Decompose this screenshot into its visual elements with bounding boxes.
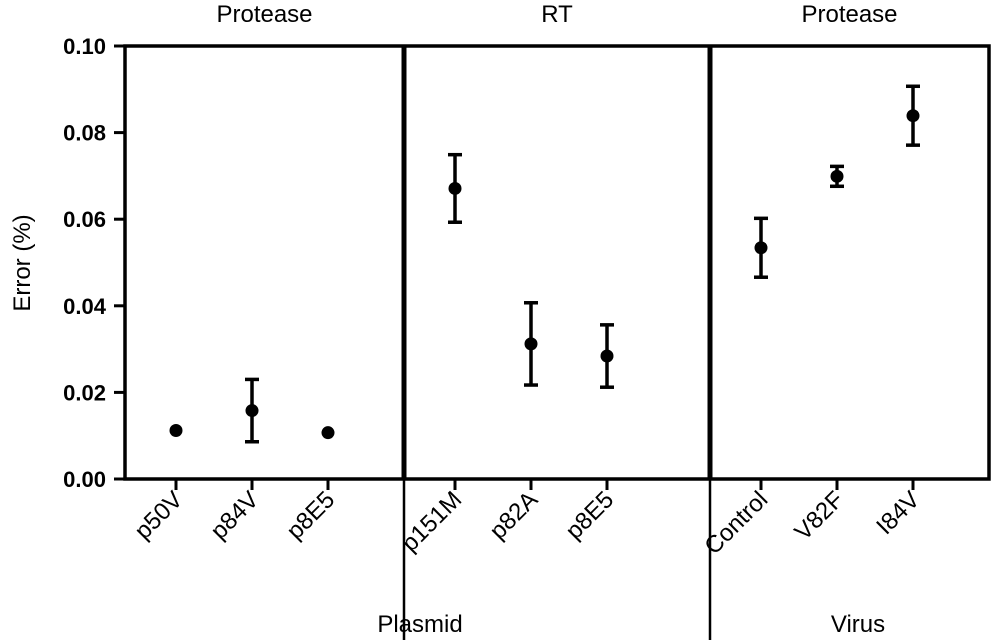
data-point-1-2 — [600, 349, 614, 363]
y-tick-label-0: 0.00 — [63, 467, 106, 492]
panel-title-1: RT — [541, 1, 573, 28]
group-label-plasmid: Plasmid — [377, 611, 462, 638]
panel-title-2: Protease — [801, 1, 897, 28]
category-label-2-2: I84V — [871, 486, 925, 540]
category-label-0-2: p8E5 — [282, 486, 341, 545]
y-tick-label-1: 0.02 — [63, 380, 106, 405]
data-point-0-2 — [321, 426, 335, 440]
panel-0: Protease p50V p84V p8E5 — [130, 1, 341, 545]
category-label-1-0: p151M — [396, 486, 467, 557]
group-label-virus: Virus — [831, 611, 885, 638]
y-tick-label-5: 0.10 — [63, 34, 106, 59]
category-label-1-2: p8E5 — [561, 486, 620, 545]
data-point-2-2 — [906, 109, 920, 123]
y-tick-label-2: 0.04 — [63, 294, 107, 319]
category-label-2-1: V82F — [790, 486, 850, 546]
data-point-2-0 — [754, 241, 768, 255]
y-axis: 0.00 0.02 0.04 0.06 0.08 0.10 — [63, 34, 125, 492]
y-tick-label-4: 0.08 — [63, 121, 106, 146]
data-point-0-0 — [169, 424, 183, 438]
plot-frame — [123, 44, 991, 640]
category-label-0-0: p50V — [130, 486, 189, 545]
panel-title-0: Protease — [216, 1, 312, 28]
category-label-0-1: p84V — [206, 486, 265, 545]
data-point-1-1 — [524, 337, 538, 351]
y-axis-title: Error (%) — [9, 214, 36, 311]
data-point-2-1 — [830, 169, 844, 183]
data-point-1-0 — [448, 181, 462, 195]
data-point-0-1 — [245, 404, 259, 418]
y-tick-label-3: 0.06 — [63, 207, 106, 232]
category-label-1-1: p82A — [485, 486, 544, 545]
plot-border — [123, 44, 991, 481]
panel-1: RT p151M p82A p8E5 — [396, 1, 619, 557]
